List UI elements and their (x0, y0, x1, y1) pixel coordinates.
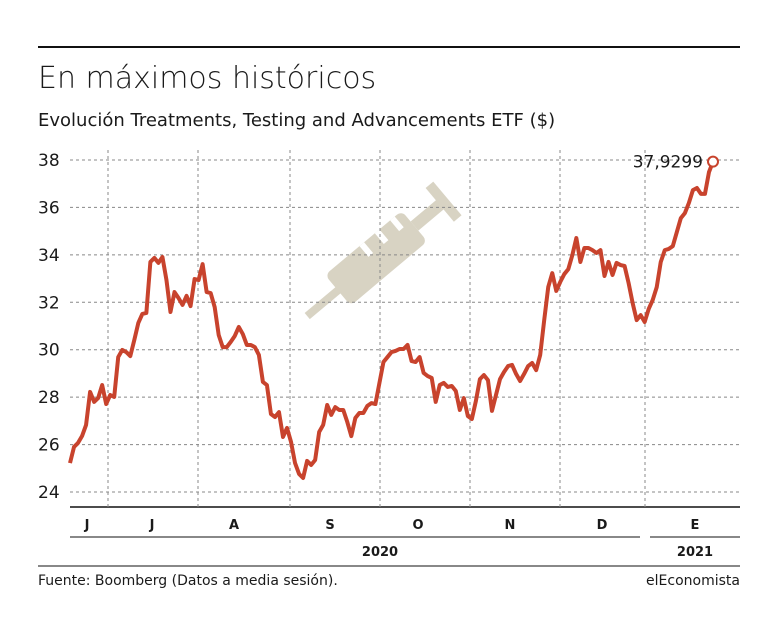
line (68, 160, 715, 481)
y-tick-label: 38 (38, 151, 60, 171)
x-tick-label: N (505, 518, 516, 533)
x-tick-label: D (597, 518, 608, 533)
value-label: 37,9299 (633, 153, 703, 173)
x-tick-label: S (325, 518, 334, 533)
y-tick-label: 24 (38, 483, 60, 503)
year-label: 2021 (677, 545, 713, 560)
x-tick-label: O (412, 518, 423, 533)
chart-subtitle: Evolución Treatments, Testing and Advanc… (38, 110, 555, 131)
source: Fuente: Boomberg (Datos a media sesión). (38, 573, 338, 589)
x-tick-label: E (691, 518, 700, 533)
y-tick-label: 34 (38, 246, 60, 266)
last-point (707, 155, 719, 168)
syringe-icon (304, 181, 462, 320)
y-tick-label: 36 (38, 198, 60, 218)
x-tick-label: A (229, 518, 239, 533)
x-tick-label: J (149, 518, 155, 533)
x-tick-label: J (84, 518, 90, 533)
brand: elEconomista (646, 573, 740, 589)
y-tick-label: 30 (38, 341, 60, 361)
chart-title: En máximos históricos (38, 61, 376, 96)
y-tick-label: 26 (38, 436, 60, 456)
y-tick-label: 28 (38, 388, 60, 408)
y-tick-label: 32 (38, 293, 60, 313)
year-label: 2020 (362, 545, 398, 560)
